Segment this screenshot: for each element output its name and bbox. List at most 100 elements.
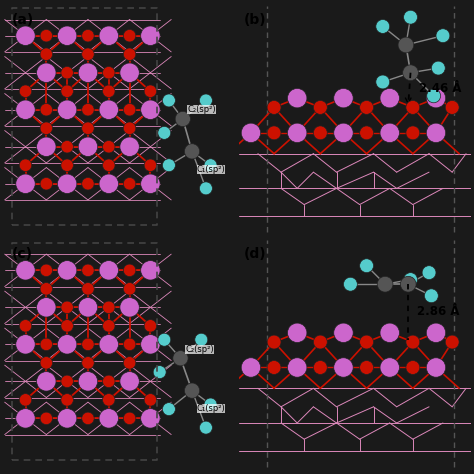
Circle shape xyxy=(102,66,115,79)
Circle shape xyxy=(334,89,353,108)
Circle shape xyxy=(99,174,118,193)
Circle shape xyxy=(334,323,353,343)
Text: 2.46 Å: 2.46 Å xyxy=(419,82,461,95)
Circle shape xyxy=(377,276,393,292)
Circle shape xyxy=(40,338,53,351)
Circle shape xyxy=(102,375,115,388)
Circle shape xyxy=(16,261,35,280)
Circle shape xyxy=(426,358,446,377)
Circle shape xyxy=(82,283,94,295)
Circle shape xyxy=(241,358,261,377)
Circle shape xyxy=(61,140,73,153)
Circle shape xyxy=(120,137,139,156)
Circle shape xyxy=(40,48,53,61)
Circle shape xyxy=(19,319,32,332)
Circle shape xyxy=(36,137,56,156)
Text: C₁(sp²): C₁(sp²) xyxy=(197,404,226,413)
Circle shape xyxy=(360,100,374,114)
Circle shape xyxy=(16,100,35,119)
Circle shape xyxy=(401,276,416,292)
Circle shape xyxy=(153,365,166,379)
Circle shape xyxy=(398,37,414,53)
Circle shape xyxy=(344,277,357,291)
Circle shape xyxy=(360,126,374,140)
Circle shape xyxy=(123,264,136,276)
Circle shape xyxy=(16,174,35,193)
Circle shape xyxy=(36,63,56,82)
Circle shape xyxy=(57,174,77,193)
Circle shape xyxy=(82,338,94,351)
Circle shape xyxy=(57,409,77,428)
Circle shape xyxy=(426,89,446,108)
Circle shape xyxy=(376,75,390,89)
Circle shape xyxy=(288,123,307,143)
Text: (a): (a) xyxy=(12,13,34,27)
Circle shape xyxy=(40,177,53,190)
Circle shape xyxy=(102,393,115,406)
Circle shape xyxy=(204,159,217,172)
Circle shape xyxy=(123,356,136,369)
Circle shape xyxy=(78,137,98,156)
Circle shape xyxy=(123,122,136,135)
Circle shape xyxy=(16,26,35,46)
Circle shape xyxy=(426,123,446,143)
Circle shape xyxy=(144,85,156,98)
Circle shape xyxy=(360,361,374,374)
Text: C₂(sp²): C₂(sp²) xyxy=(187,105,216,114)
Circle shape xyxy=(403,65,419,81)
Circle shape xyxy=(200,94,212,107)
Text: 2.86 Å: 2.86 Å xyxy=(418,305,460,319)
Circle shape xyxy=(422,266,436,280)
Circle shape xyxy=(61,393,73,406)
Circle shape xyxy=(78,63,98,82)
Circle shape xyxy=(184,144,200,159)
Circle shape xyxy=(313,126,327,140)
Circle shape xyxy=(163,94,175,107)
Circle shape xyxy=(334,358,353,377)
Circle shape xyxy=(158,127,171,139)
Circle shape xyxy=(102,301,115,314)
Circle shape xyxy=(313,361,327,374)
Text: (c): (c) xyxy=(12,247,33,261)
Circle shape xyxy=(102,85,115,98)
Circle shape xyxy=(288,89,307,108)
Circle shape xyxy=(200,421,212,434)
Circle shape xyxy=(144,393,156,406)
Circle shape xyxy=(204,398,217,411)
Circle shape xyxy=(102,140,115,153)
Text: C₁(sp²): C₁(sp²) xyxy=(197,165,226,174)
Circle shape xyxy=(175,111,191,127)
Circle shape xyxy=(424,289,438,303)
Circle shape xyxy=(380,123,400,143)
Circle shape xyxy=(82,122,94,135)
Circle shape xyxy=(267,100,281,114)
Circle shape xyxy=(123,29,136,42)
Circle shape xyxy=(19,85,32,98)
Circle shape xyxy=(82,103,94,116)
Circle shape xyxy=(61,85,73,98)
Circle shape xyxy=(141,335,160,354)
Circle shape xyxy=(141,174,160,193)
Circle shape xyxy=(40,283,53,295)
Circle shape xyxy=(406,361,420,374)
Circle shape xyxy=(184,383,200,398)
Circle shape xyxy=(445,335,459,349)
Circle shape xyxy=(380,89,400,108)
Circle shape xyxy=(57,261,77,280)
Circle shape xyxy=(406,335,420,349)
Circle shape xyxy=(57,335,77,354)
Circle shape xyxy=(426,323,446,343)
Circle shape xyxy=(61,319,73,332)
Circle shape xyxy=(141,261,160,280)
Text: (d): (d) xyxy=(244,247,266,261)
Circle shape xyxy=(406,100,420,114)
Circle shape xyxy=(267,335,281,349)
Circle shape xyxy=(102,159,115,172)
Circle shape xyxy=(380,323,400,343)
Circle shape xyxy=(376,19,390,33)
Circle shape xyxy=(61,375,73,388)
Circle shape xyxy=(144,319,156,332)
Circle shape xyxy=(288,358,307,377)
Circle shape xyxy=(99,100,118,119)
Circle shape xyxy=(360,335,374,349)
